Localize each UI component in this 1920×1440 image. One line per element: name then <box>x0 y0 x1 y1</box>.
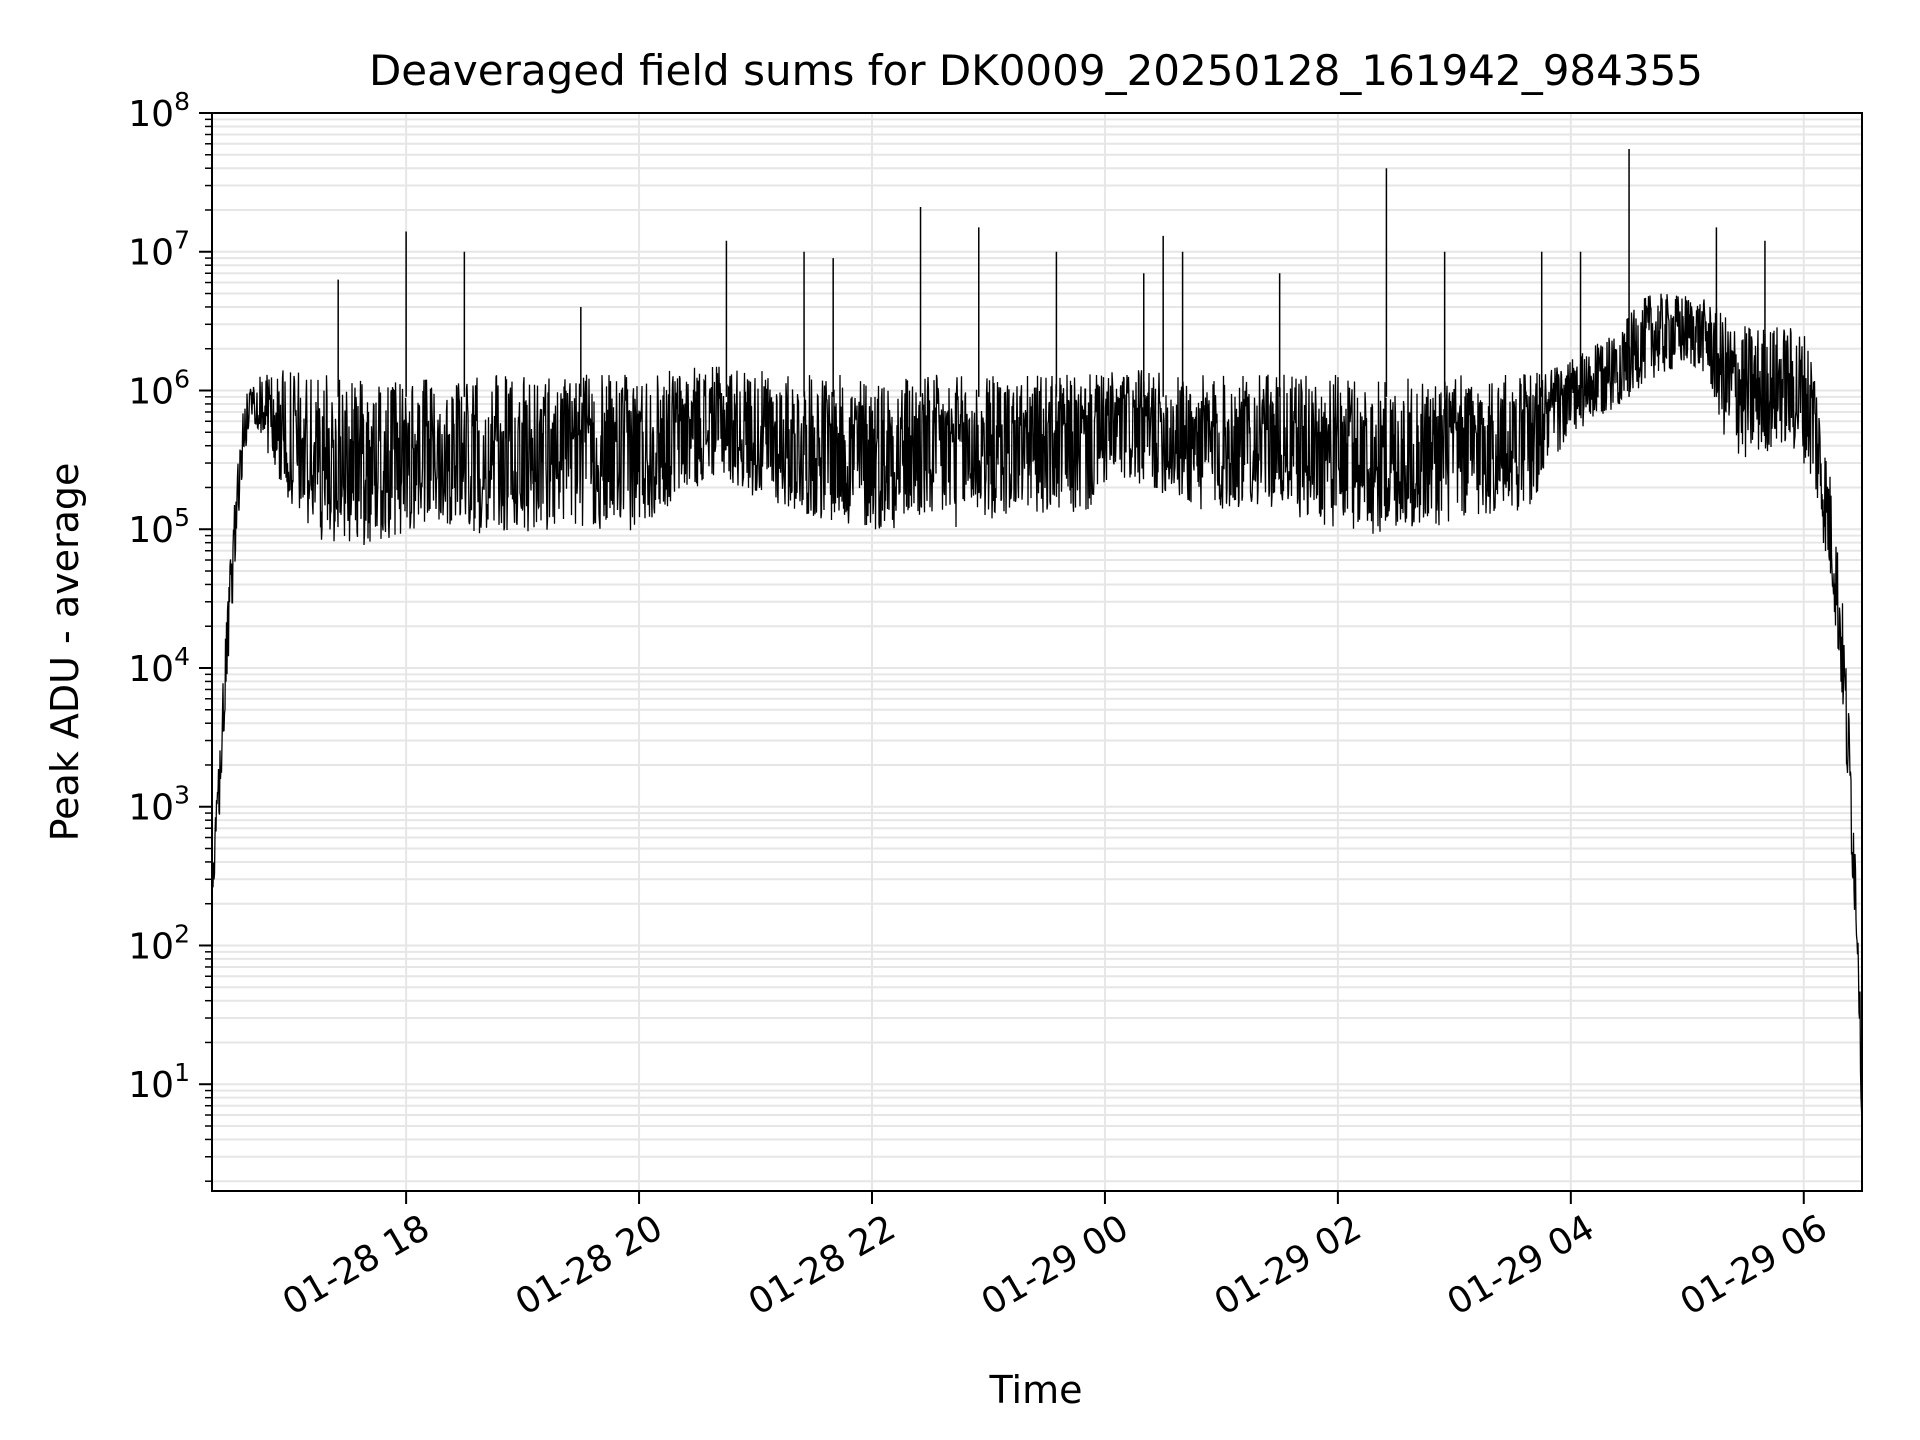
y-tick-base: 10 <box>128 233 174 274</box>
y-tick-exponent: 3 <box>174 781 190 810</box>
y-tick-label: 105 <box>128 503 190 551</box>
y-tick-exponent: 2 <box>174 919 190 948</box>
y-tick-exponent: 4 <box>174 642 190 671</box>
y-tick-label: 106 <box>128 364 190 412</box>
y-tick-label: 101 <box>128 1058 190 1106</box>
y-tick-label: 108 <box>128 87 190 135</box>
y-axis-label: Peak ADU - average <box>43 463 87 842</box>
y-tick-base: 10 <box>128 788 174 829</box>
y-tick-label: 102 <box>128 919 190 967</box>
y-tick-exponent: 7 <box>174 226 190 255</box>
y-tick-base: 10 <box>128 926 174 967</box>
y-tick-exponent: 8 <box>174 87 190 116</box>
grid <box>212 113 1862 1191</box>
y-tick-base: 10 <box>128 94 174 135</box>
axes-frame <box>211 112 1863 1192</box>
y-tick-label: 107 <box>128 226 190 274</box>
y-tick-exponent: 1 <box>174 1058 190 1087</box>
y-tick-base: 10 <box>128 371 174 412</box>
y-tick-label: 104 <box>128 642 190 690</box>
y-tick-base: 10 <box>128 649 174 690</box>
x-axis-label: Time <box>989 1368 1083 1412</box>
y-tick-base: 10 <box>128 510 174 551</box>
y-tick-exponent: 5 <box>174 503 190 532</box>
chart-title: Deaveraged field sums for DK0009_2025012… <box>369 46 1703 95</box>
y-tick-label: 103 <box>128 781 190 829</box>
y-tick-exponent: 6 <box>174 364 190 393</box>
series-line-0 <box>211 293 1863 1123</box>
plot-area <box>211 149 1863 1123</box>
y-tick-base: 10 <box>128 1065 174 1106</box>
